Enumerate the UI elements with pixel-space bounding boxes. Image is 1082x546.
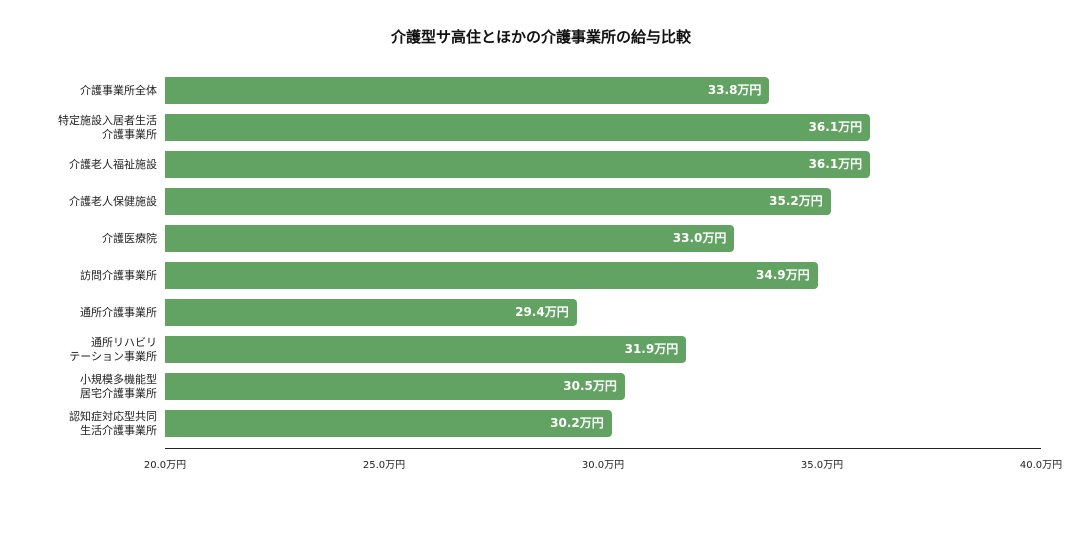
- category-label: 介護老人福祉施設: [69, 157, 157, 171]
- bar-row: 特定施設入居者生活 介護事業所 36.1万円: [58, 114, 1041, 141]
- category-label: 介護医療院: [102, 231, 157, 245]
- value-label: 31.9万円: [624, 342, 679, 356]
- value-label: 36.1万円: [808, 157, 863, 171]
- bar-row: 介護老人福祉施設 36.1万円: [69, 151, 1041, 178]
- category-label: 認知症対応型共同 生活介護事業所: [69, 409, 157, 437]
- x-tick-label: 25.0万円: [362, 460, 406, 471]
- bar: 30.2万円: [165, 410, 612, 437]
- category-label: 特定施設入居者生活 介護事業所: [58, 113, 157, 141]
- chart-title: 介護型サ高住とほかの介護事業所の給与比較: [390, 28, 691, 46]
- category-label: 通所リハビリ テーション事業所: [69, 335, 157, 363]
- bar-row: 介護事業所全体 33.8万円: [80, 77, 1041, 104]
- bar-row: 介護医療院 33.0万円: [102, 225, 1041, 252]
- value-label: 33.0万円: [672, 231, 727, 245]
- value-label: 34.9万円: [756, 268, 810, 282]
- value-label: 33.8万円: [707, 83, 762, 97]
- value-label: 29.4万円: [515, 305, 569, 319]
- x-tick-label: 30.0万円: [581, 460, 625, 471]
- category-label: 介護老人保健施設: [69, 194, 157, 208]
- category-label: 訪問介護事業所: [80, 268, 157, 282]
- bar: 35.2万円: [165, 188, 831, 215]
- x-axis-line: [165, 448, 1041, 449]
- bar-row: 通所リハビリ テーション事業所 31.9万円: [69, 336, 1041, 363]
- bar-row: 通所介護事業所 29.4万円: [80, 299, 1041, 326]
- bar: 36.1万円: [165, 151, 871, 178]
- value-label: 30.2万円: [550, 416, 604, 430]
- plot-area: 介護事業所全体 33.8万円 特定施設入居者生活 介護事業所 36.1万円 介護老人福祉…: [58, 72, 1041, 448]
- bar: 36.1万円: [165, 114, 871, 141]
- value-label: 35.2万円: [769, 194, 823, 208]
- value-label: 30.5万円: [563, 379, 617, 393]
- bar-row: 訪問介護事業所 34.9万円: [80, 262, 1041, 289]
- bar: 30.5万円: [165, 373, 625, 400]
- bar-row: 介護老人保健施設 35.2万円: [69, 188, 1041, 215]
- bar: 29.4万円: [165, 299, 577, 326]
- x-tick-label: 35.0万円: [800, 460, 844, 471]
- bar-row: 認知症対応型共同 生活介護事業所 30.2万円: [69, 410, 1041, 437]
- value-label: 36.1万円: [808, 120, 863, 134]
- bar: 33.0万円: [165, 225, 735, 252]
- category-label: 小規模多機能型 居宅介護事業所: [80, 372, 157, 400]
- bar: 34.9万円: [165, 262, 818, 289]
- x-tick-label: 20.0万円: [143, 460, 187, 471]
- x-tick-label: 40.0万円: [1019, 460, 1063, 471]
- category-label: 通所介護事業所: [80, 305, 157, 319]
- bar: 33.8万円: [165, 77, 770, 104]
- bar-row: 小規模多機能型 居宅介護事業所 30.5万円: [80, 373, 1041, 400]
- bar: 31.9万円: [165, 336, 687, 363]
- category-label: 介護事業所全体: [80, 83, 157, 97]
